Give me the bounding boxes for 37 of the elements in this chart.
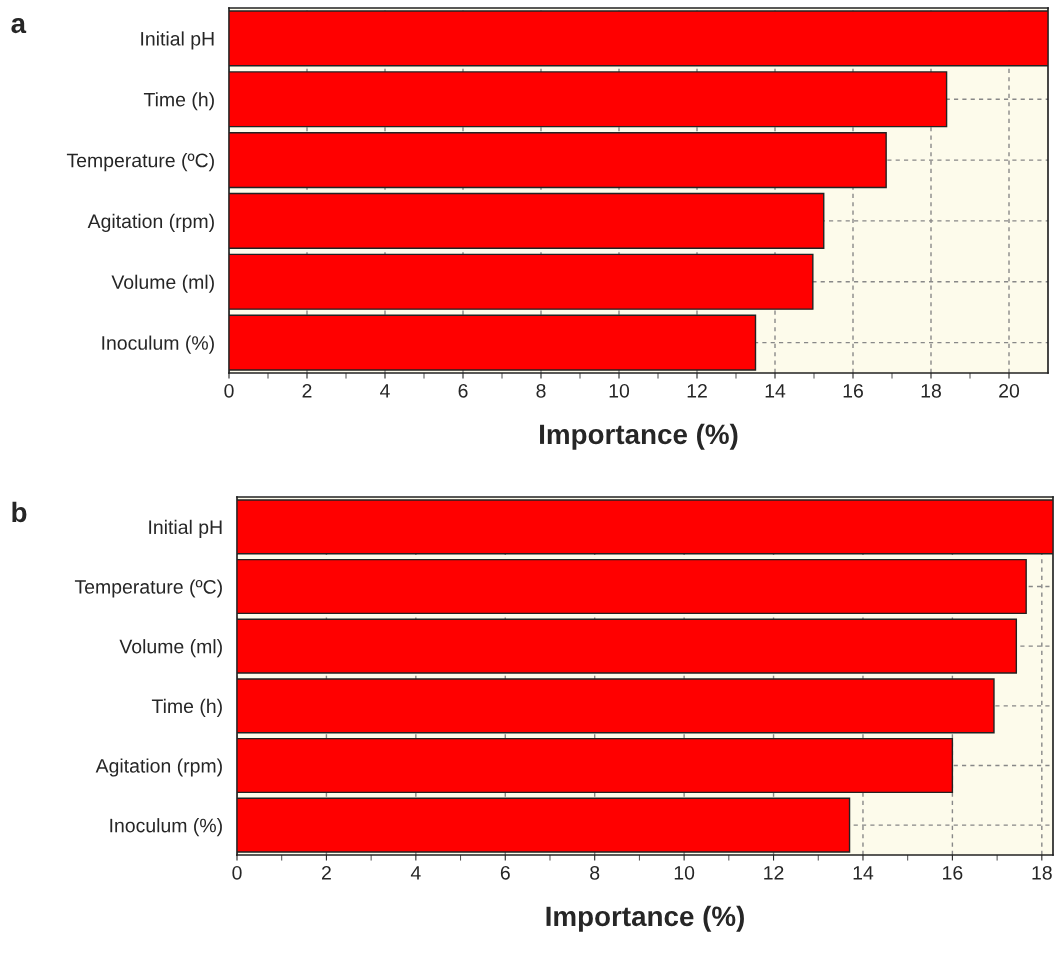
y-tick-label: Inoculum (%) (102, 335, 214, 354)
x-tick-label: 16 (943, 865, 963, 880)
text: b (12, 501, 27, 523)
x-tick-label: 6 (458, 383, 468, 398)
y-tick-label: Initial pH (149, 519, 222, 538)
y-tick-label: Volume (ml) (119, 639, 222, 658)
x-tick-label: 6 (500, 865, 510, 880)
x-tick-label: 0 (232, 865, 242, 880)
x-tick-label: 20 (999, 383, 1020, 398)
y-tick-label: Time (h) (151, 698, 222, 717)
x-tick-label: 10 (609, 383, 630, 398)
x-tick-label: 8 (536, 383, 546, 398)
x-tick-label: 0 (224, 383, 234, 398)
y-tick-label: Agitation (rpm) (95, 758, 222, 777)
x-tick-label: 16 (843, 383, 863, 398)
x-tick-label: 14 (765, 384, 786, 398)
text: a (11, 17, 27, 34)
x-tick-label: 10 (674, 865, 695, 880)
y-tick-label: Temperature (ºC) (66, 153, 214, 172)
x-tick-label: 4 (380, 384, 390, 398)
x-tick-label: 8 (590, 865, 600, 880)
x-tick-label: 2 (322, 865, 331, 880)
x-tick-label: 12 (687, 383, 707, 398)
x-axis-title: Importance (%) (546, 905, 744, 932)
x-tick-label: 4 (410, 866, 421, 880)
x-tick-label: 2 (302, 383, 312, 398)
y-tick-label: Agitation (rpm) (87, 213, 214, 232)
y-tick-label: Volume (ml) (111, 274, 214, 293)
y-tick-label: Inoculum (%) (110, 818, 222, 837)
x-axis-title: Importance (%) (540, 423, 738, 450)
x-tick-label: 14 (853, 866, 874, 880)
y-tick-label: Time (h) (143, 92, 214, 111)
x-tick-label: 18 (1032, 865, 1052, 880)
x-tick-label: 18 (921, 383, 941, 398)
x-tick-label: 12 (764, 865, 784, 880)
y-tick-label: Initial pH (141, 31, 214, 50)
y-tick-label: Temperature (ºC) (74, 579, 222, 598)
